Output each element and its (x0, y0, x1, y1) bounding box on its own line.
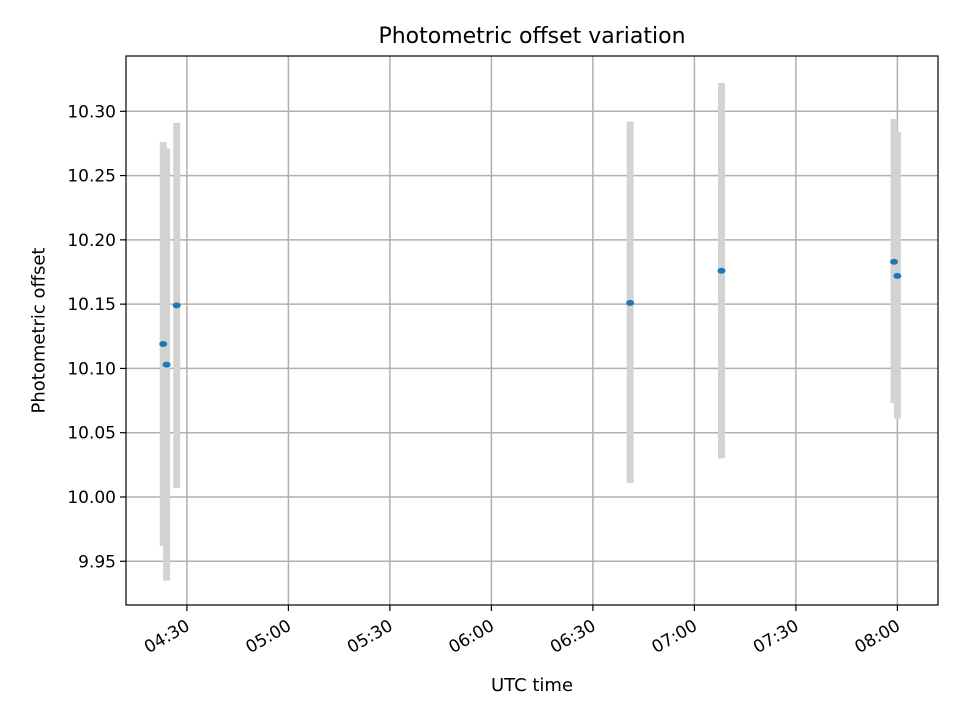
y-tick-label: 10.10 (67, 359, 116, 379)
data-points (159, 258, 902, 368)
x-tick-label: 06:30 (547, 616, 599, 658)
data-point (159, 341, 168, 347)
data-point (717, 267, 726, 274)
grid (126, 56, 938, 605)
data-point (162, 361, 171, 368)
data-point (893, 272, 902, 279)
x-tick-label: 04:30 (141, 616, 193, 658)
x-tick-label: 07:00 (648, 616, 700, 658)
data-point (172, 302, 181, 309)
plot-frame (125, 55, 939, 606)
ticks: 04:30 05:00 05:30 06:00 06:30 07:00 07:30 08:00… (67, 102, 904, 658)
y-tick-label: 10.15 (67, 295, 116, 315)
x-tick-label: 06:00 (445, 616, 497, 658)
error-bars (159, 83, 901, 581)
data-point (626, 299, 635, 306)
data-point (890, 258, 899, 265)
chart-title: Photometric offset variation (378, 24, 685, 49)
y-tick-label: 10.00 (67, 488, 116, 508)
y-tick-label: 10.25 (67, 167, 116, 187)
y-axis-label: Photometric offset (28, 248, 49, 414)
y-tick-label: 10.30 (67, 102, 116, 122)
x-tick-label: 07:30 (750, 616, 802, 658)
y-tick-label: 10.20 (67, 231, 116, 251)
x-tick-label: 08:00 (851, 616, 903, 658)
y-tick-label: 10.05 (67, 424, 116, 444)
x-tick-label: 05:30 (344, 616, 396, 658)
x-tick-label: 05:00 (242, 616, 294, 658)
y-tick-label: 9.95 (78, 552, 116, 572)
x-axis-label: UTC time (491, 675, 573, 696)
